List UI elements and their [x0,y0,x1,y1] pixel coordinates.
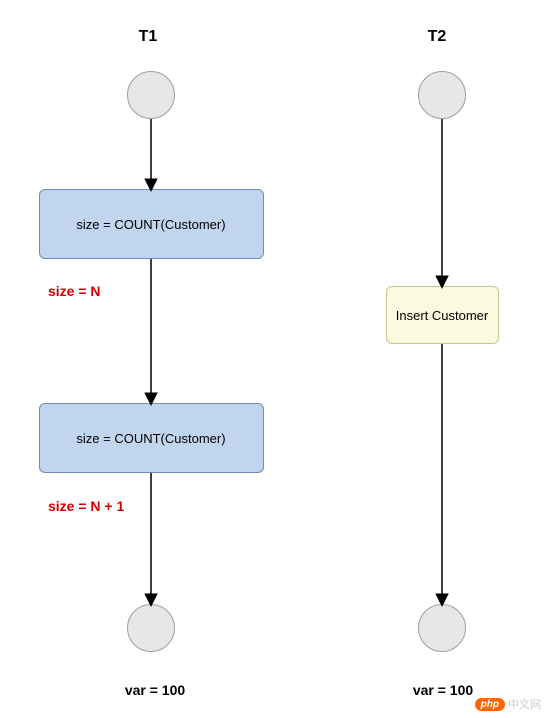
edges-svg [0,0,547,718]
watermark-text: 中文网 [508,696,541,712]
watermark-logo: php [475,698,505,711]
watermark: php 中文网 [475,696,541,712]
